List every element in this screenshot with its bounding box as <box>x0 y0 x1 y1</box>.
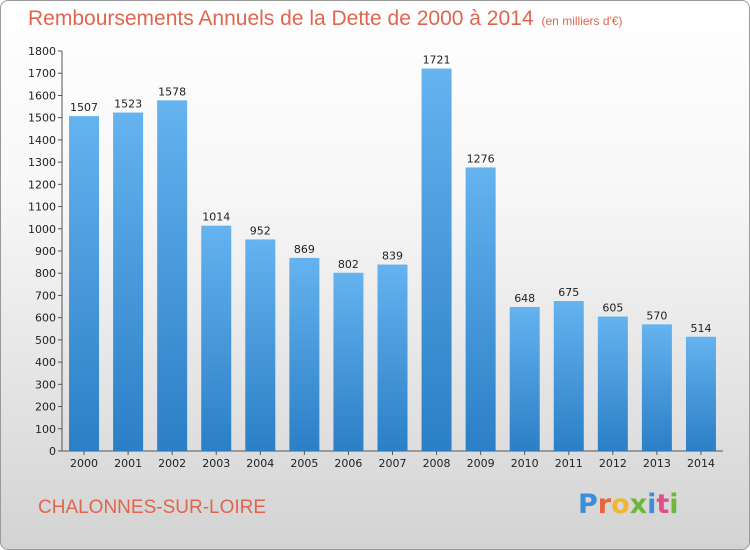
bar-value-label: 839 <box>382 250 403 263</box>
bar-value-label: 802 <box>338 258 359 271</box>
y-tick-label: 1100 <box>28 201 56 214</box>
chart-unit: (en milliers d'€) <box>541 14 623 28</box>
bar-value-label: 514 <box>690 322 711 335</box>
y-tick-label: 1000 <box>28 223 56 236</box>
bar <box>245 239 276 451</box>
chart-title: Remboursements Annuels de la Dette de 20… <box>28 7 623 31</box>
y-tick-label: 200 <box>35 401 56 414</box>
chart-labels: 1507 2000 1523 2001 1578 2002 1014 2003 952 2004 8… <box>70 54 715 470</box>
bar <box>377 264 408 451</box>
bar-value-label: 1721 <box>423 54 451 67</box>
y-tick-label: 1300 <box>28 156 56 169</box>
x-tick-label: 2001 <box>114 457 142 470</box>
y-tick-label: 400 <box>35 356 56 369</box>
bar <box>465 167 496 451</box>
x-tick-label: 2010 <box>511 457 539 470</box>
bar-value-label: 869 <box>294 243 315 256</box>
bar-value-label: 1578 <box>158 85 186 98</box>
y-tick-label: 300 <box>35 378 56 391</box>
x-tick-label: 2012 <box>599 457 627 470</box>
bar <box>509 307 540 451</box>
y-tick-label: 1800 <box>28 45 56 58</box>
bar <box>157 100 188 451</box>
x-tick-label: 2000 <box>70 457 98 470</box>
y-tick-label: 1600 <box>28 89 56 102</box>
y-tick-label: 500 <box>35 334 56 347</box>
bar-value-label: 1523 <box>114 98 142 111</box>
y-tick-label: 700 <box>35 289 56 302</box>
bar-value-label: 952 <box>250 224 271 237</box>
bar <box>201 225 232 451</box>
bar <box>69 116 100 451</box>
x-tick-label: 2013 <box>643 457 671 470</box>
bar <box>685 336 716 451</box>
bar <box>597 316 628 451</box>
bar-value-label: 570 <box>646 309 667 322</box>
y-tick-label: 0 <box>49 445 56 458</box>
bar <box>113 112 144 452</box>
bar-value-label: 1014 <box>202 211 230 224</box>
bar-value-label: 675 <box>558 286 579 299</box>
city-name: CHALONNES-SUR-LOIRE <box>38 497 267 518</box>
y-tick-label: 800 <box>35 267 56 280</box>
bar-value-label: 1507 <box>70 101 98 114</box>
chart-bars <box>69 68 716 452</box>
y-tick-label: 1500 <box>28 112 56 125</box>
y-tick-label: 1400 <box>28 134 56 147</box>
y-tick-label: 1200 <box>28 178 56 191</box>
bar-value-label: 1276 <box>467 152 495 165</box>
y-tick-label: 100 <box>35 423 56 436</box>
y-tick-label: 600 <box>35 312 56 325</box>
bar <box>333 272 364 451</box>
x-tick-label: 2008 <box>423 457 451 470</box>
x-tick-label: 2005 <box>290 457 318 470</box>
x-tick-label: 2011 <box>555 457 583 470</box>
x-tick-label: 2007 <box>379 457 407 470</box>
x-tick-label: 2002 <box>158 457 186 470</box>
y-tick-label: 900 <box>35 245 56 258</box>
chart-title-text: Remboursements Annuels de la Dette de 20… <box>28 7 534 30</box>
bar <box>553 301 584 451</box>
bar-value-label: 605 <box>602 302 623 315</box>
proxiti-logo: Proxiti <box>578 489 679 520</box>
bar-value-label: 648 <box>514 292 535 305</box>
bar <box>421 68 452 452</box>
x-tick-label: 2003 <box>202 457 230 470</box>
bar <box>641 324 672 451</box>
x-tick-label: 2006 <box>334 457 362 470</box>
x-tick-label: 2009 <box>467 457 495 470</box>
x-tick-label: 2014 <box>687 457 715 470</box>
bar <box>289 257 320 451</box>
y-tick-label: 1700 <box>28 67 56 80</box>
x-tick-label: 2004 <box>246 457 274 470</box>
